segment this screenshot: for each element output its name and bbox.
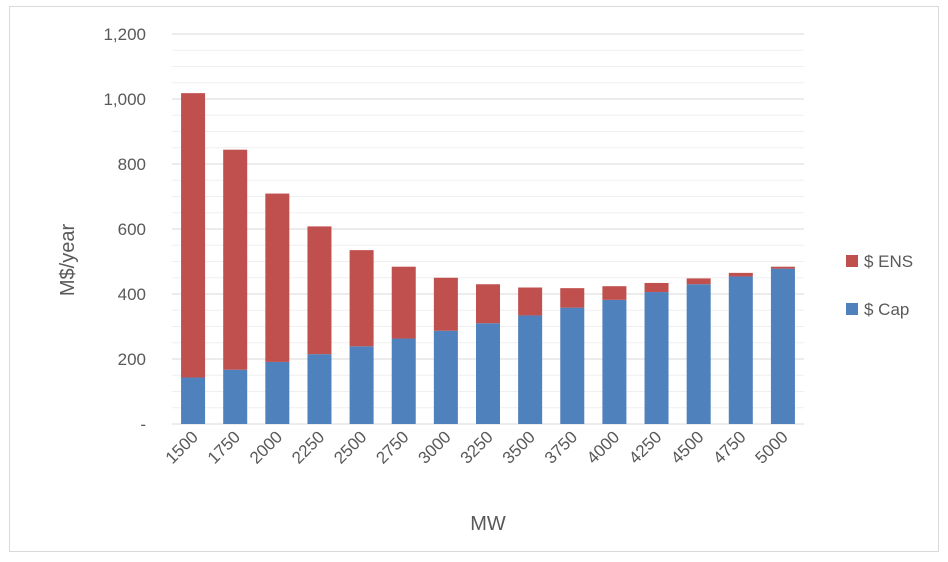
- bar-segment: [349, 346, 374, 424]
- bar-segment: [518, 287, 543, 316]
- x-tick-label: 2750: [372, 427, 412, 467]
- bar-segment: [349, 250, 374, 347]
- bar-segment: [391, 338, 416, 424]
- x-tick-labels: 1500 1750 2000 2250 2500 2750 3000 3250 3500 3750…: [162, 427, 792, 467]
- bar-segment: [560, 288, 585, 308]
- x-tick-label: 3500: [499, 427, 539, 467]
- bar-segment: [770, 266, 795, 269]
- y-tick-label: 1,200: [103, 25, 146, 44]
- y-tick-label: 600: [118, 220, 146, 239]
- bar-segment: [686, 278, 711, 285]
- bar-segment: [602, 299, 627, 424]
- bars: [181, 93, 795, 424]
- x-axis-title: MW: [470, 513, 506, 535]
- bar-segment: [307, 354, 332, 424]
- x-tick-label: 4750: [709, 427, 749, 467]
- y-tick-label: 200: [118, 350, 146, 369]
- x-tick-label: 3000: [415, 427, 455, 467]
- x-tick-label: 2000: [246, 427, 286, 467]
- bar-segment: [770, 268, 795, 424]
- bar-segment: [686, 284, 711, 424]
- y-tick-label: 800: [118, 155, 146, 174]
- y-tick-labels: - 200 400 600 800 1,000 1,200: [103, 25, 146, 434]
- y-tick-label: 400: [118, 285, 146, 304]
- x-tick-label: 2250: [288, 427, 328, 467]
- bar-segment: [644, 292, 669, 424]
- x-tick-label: 2500: [330, 427, 370, 467]
- y-tick-label: -: [140, 415, 146, 434]
- legend: $ ENS $ Cap: [846, 252, 913, 319]
- bar-segment: [560, 307, 585, 424]
- x-tick-label: 1750: [204, 427, 244, 467]
- bar-segment: [181, 377, 206, 424]
- bar-segment: [181, 93, 206, 378]
- bar-segment: [602, 286, 627, 300]
- x-tick-label: 4500: [667, 427, 707, 467]
- bar-segment: [433, 330, 458, 424]
- legend-swatch: [846, 255, 858, 267]
- x-tick-label: 3250: [457, 427, 497, 467]
- x-tick-label: 4000: [583, 427, 623, 467]
- y-tick-label: 1,000: [103, 90, 146, 109]
- bar-segment: [223, 369, 248, 424]
- x-tick-label: 5000: [752, 427, 792, 467]
- bar-segment: [518, 315, 543, 424]
- bar-segment: [728, 272, 753, 277]
- bar-segment: [475, 284, 501, 324]
- x-tick-label: 3750: [541, 427, 581, 467]
- bar-segment: [475, 323, 501, 424]
- bar-segment: [728, 276, 753, 424]
- bar-segment: [433, 277, 458, 331]
- legend-label: $ Cap: [864, 300, 909, 319]
- legend-label: $ ENS: [864, 252, 913, 271]
- y-axis-title: M$/year: [57, 224, 79, 297]
- legend-swatch: [846, 303, 858, 315]
- bar-segment: [391, 266, 416, 339]
- bar-segment: [644, 282, 669, 293]
- bar-segment: [307, 226, 332, 355]
- bar-segment: [265, 193, 290, 362]
- x-tick-label: 1500: [162, 427, 202, 467]
- bar-segment: [265, 361, 290, 424]
- bar-segment: [223, 149, 248, 370]
- x-tick-label: 4250: [625, 427, 665, 467]
